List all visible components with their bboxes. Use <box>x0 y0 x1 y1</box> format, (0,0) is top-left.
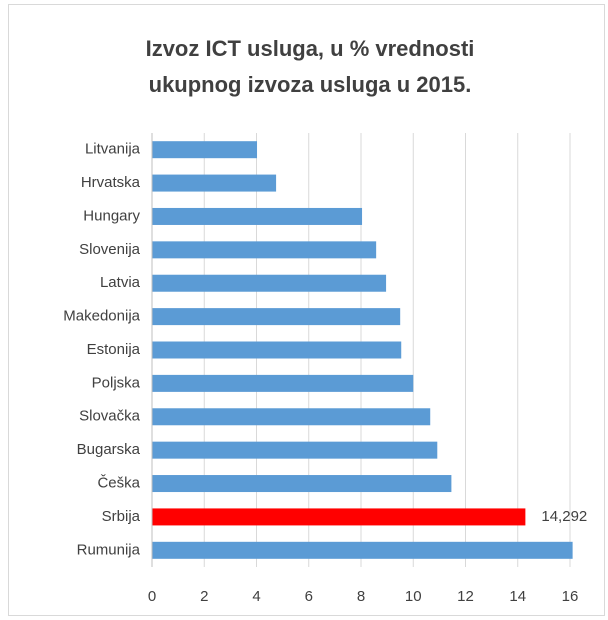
bar <box>152 508 526 526</box>
x-tick-label: 12 <box>457 588 474 605</box>
y-tick-label: Rumunija <box>77 541 141 558</box>
bar <box>152 408 431 426</box>
y-tick-label: Poljska <box>92 374 141 391</box>
x-tick-label: 8 <box>357 588 365 605</box>
bar <box>152 541 573 559</box>
chart-title: Izvoz ICT usluga, u % vrednosti <box>146 36 475 61</box>
y-tick-label: Slovačka <box>79 408 141 425</box>
bar <box>152 241 377 259</box>
bar <box>152 308 401 326</box>
x-tick-label: 0 <box>148 588 156 605</box>
y-tick-label: Hungary <box>83 207 140 224</box>
bar <box>152 341 402 359</box>
x-tick-label: 16 <box>562 588 579 605</box>
bar <box>152 141 258 159</box>
x-tick-label: 2 <box>200 588 208 605</box>
x-tick-label: 10 <box>405 588 422 605</box>
x-tick-label: 14 <box>509 588 526 605</box>
bar <box>152 174 277 192</box>
data-label: 14,292 <box>541 508 587 525</box>
x-tick-label: 6 <box>305 588 313 605</box>
y-tick-label: Bugarska <box>77 441 141 458</box>
bar <box>152 441 438 459</box>
bar <box>152 274 387 292</box>
y-tick-label: Hrvatska <box>81 174 141 191</box>
y-tick-label: Slovenija <box>79 241 141 258</box>
bar <box>152 207 363 225</box>
y-tick-label: Srbija <box>102 508 141 525</box>
chart-title: ukupnog izvoza usluga u 2015. <box>149 72 472 97</box>
y-tick-label: Makedonija <box>63 308 140 325</box>
y-tick-label: Litvanija <box>85 141 141 158</box>
x-tick-label: 4 <box>252 588 260 605</box>
bar <box>152 374 414 392</box>
bar <box>152 475 452 493</box>
y-tick-label: Estonija <box>87 341 141 358</box>
y-tick-label: Češka <box>97 475 140 492</box>
y-tick-label: Latvia <box>100 274 141 291</box>
